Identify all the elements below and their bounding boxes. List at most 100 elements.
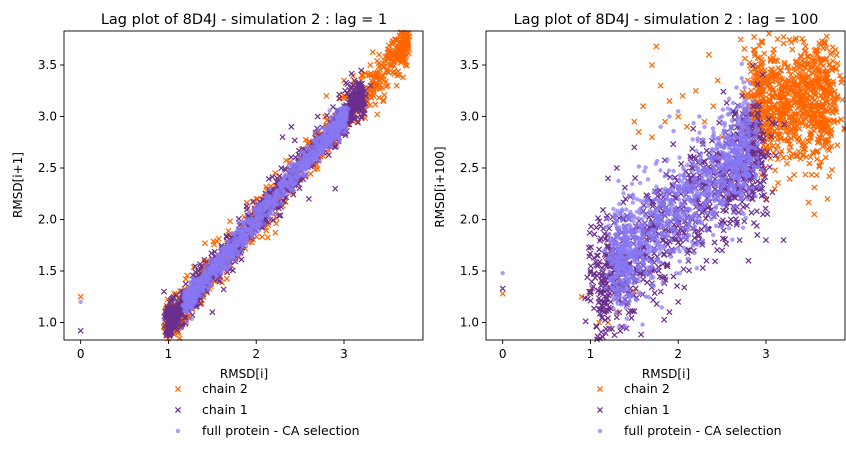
data-point bbox=[281, 193, 286, 199]
data-point bbox=[267, 186, 273, 192]
data-point bbox=[304, 156, 310, 162]
plot-area: 0 1 2 31.01.52.02.53.03.5 bbox=[38, 29, 424, 361]
data-point bbox=[613, 314, 620, 321]
data-point bbox=[826, 173, 833, 180]
data-point bbox=[367, 102, 374, 109]
data-point bbox=[393, 82, 400, 89]
data-point bbox=[258, 209, 263, 215]
data-point bbox=[271, 196, 276, 202]
data-point bbox=[393, 36, 400, 43]
data-point bbox=[245, 216, 250, 222]
data-point bbox=[334, 107, 340, 112]
data-point bbox=[710, 232, 716, 238]
data-point bbox=[839, 96, 846, 103]
y-axis-label: RMSD[i+1] bbox=[11, 152, 25, 218]
data-point bbox=[176, 287, 183, 295]
data-point bbox=[305, 195, 312, 202]
data-point bbox=[279, 134, 286, 141]
data-point bbox=[307, 170, 314, 177]
data-point bbox=[359, 71, 366, 79]
data-point bbox=[184, 292, 190, 297]
data-point bbox=[714, 247, 721, 254]
data-point bbox=[294, 176, 300, 181]
data-point bbox=[631, 144, 638, 151]
data-point bbox=[346, 87, 353, 94]
data-point bbox=[189, 316, 194, 322]
data-point bbox=[681, 284, 688, 291]
data-point bbox=[662, 118, 669, 125]
data-point bbox=[182, 314, 190, 321]
data-point bbox=[260, 201, 265, 206]
data-point bbox=[675, 298, 682, 305]
y-tick-label: 1.5 bbox=[38, 264, 57, 278]
data-point bbox=[269, 174, 276, 181]
data-point bbox=[235, 249, 240, 254]
data-point bbox=[653, 43, 660, 50]
data-point bbox=[283, 173, 288, 178]
data-point bbox=[751, 33, 758, 40]
data-point bbox=[360, 109, 367, 116]
data-point bbox=[686, 267, 693, 274]
data-point bbox=[297, 154, 303, 159]
data-point bbox=[239, 248, 244, 253]
data-point bbox=[249, 198, 256, 205]
data-point bbox=[590, 305, 597, 312]
data-point bbox=[651, 290, 658, 297]
data-point bbox=[336, 91, 343, 98]
data-point bbox=[833, 51, 840, 58]
data-point bbox=[745, 257, 752, 264]
data-point bbox=[208, 250, 215, 257]
data-point bbox=[337, 137, 342, 143]
data-point bbox=[165, 323, 172, 330]
data-point bbox=[272, 229, 279, 236]
data-point bbox=[723, 240, 730, 247]
data-point bbox=[736, 237, 743, 244]
data-point bbox=[372, 75, 379, 82]
data-point bbox=[301, 161, 306, 167]
data-point bbox=[653, 300, 660, 307]
data-point bbox=[384, 46, 391, 53]
data-point bbox=[204, 262, 209, 268]
data-point bbox=[280, 190, 285, 195]
data-point bbox=[389, 69, 396, 76]
data-point bbox=[183, 309, 188, 314]
data-point bbox=[184, 319, 190, 325]
data-point bbox=[332, 114, 338, 119]
data-point bbox=[588, 278, 595, 285]
data-point bbox=[240, 219, 245, 225]
lag-1-panel: Lag plot of 8D4J - simulation 2 : lag = … bbox=[11, 12, 424, 438]
data-point bbox=[264, 202, 269, 207]
data-point bbox=[679, 92, 686, 99]
data-point bbox=[402, 61, 409, 69]
data-point bbox=[367, 61, 374, 69]
data-point bbox=[316, 127, 321, 133]
data-point bbox=[192, 295, 197, 300]
data-point bbox=[689, 145, 696, 152]
data-point bbox=[320, 125, 325, 131]
data-point bbox=[232, 257, 238, 262]
data-point bbox=[249, 234, 255, 240]
data-point bbox=[327, 108, 332, 113]
data-point bbox=[714, 77, 721, 84]
data-point bbox=[333, 124, 338, 129]
data-point bbox=[723, 99, 730, 106]
data-point bbox=[703, 257, 710, 264]
x-tick-label: 2 bbox=[252, 347, 260, 361]
data-point bbox=[302, 136, 309, 143]
data-point bbox=[332, 185, 339, 192]
data-point bbox=[611, 332, 618, 339]
x-axis-label: RMSD[i] bbox=[220, 367, 268, 381]
data-point bbox=[761, 50, 768, 57]
data-point bbox=[358, 84, 366, 91]
data-point bbox=[225, 239, 230, 244]
data-point bbox=[367, 71, 374, 79]
data-point bbox=[179, 321, 186, 328]
data-point bbox=[359, 105, 366, 112]
data-point bbox=[328, 114, 334, 120]
data-point bbox=[632, 175, 639, 182]
data-point bbox=[690, 125, 697, 132]
data-point bbox=[314, 113, 321, 120]
data-point bbox=[182, 288, 188, 293]
data-point bbox=[680, 266, 687, 273]
data-point bbox=[692, 87, 699, 94]
